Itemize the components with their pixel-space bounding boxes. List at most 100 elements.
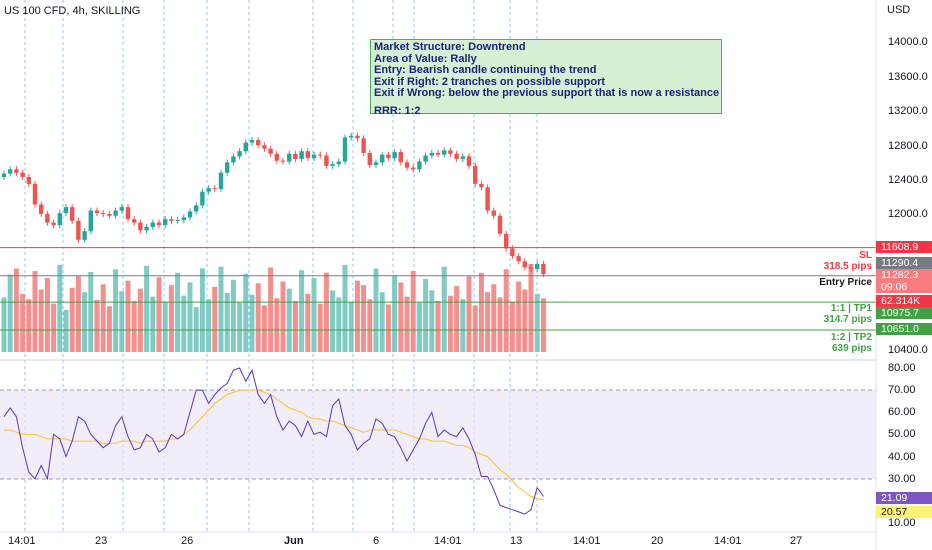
candle-body xyxy=(429,152,434,156)
candle-body xyxy=(82,231,87,240)
volume-bar xyxy=(516,281,522,352)
candle-body xyxy=(63,207,69,214)
candle-body xyxy=(113,210,118,216)
volume-bar xyxy=(119,291,125,352)
rsi-band-background xyxy=(0,390,876,479)
candle-body xyxy=(349,135,354,138)
volume-bar xyxy=(354,280,360,352)
candle-body xyxy=(101,213,106,215)
time-tick: 14:01 xyxy=(573,535,601,547)
candle-body xyxy=(516,256,521,262)
volume-bar xyxy=(187,282,193,352)
candle-body xyxy=(454,153,459,159)
volume-bar xyxy=(218,266,224,352)
volume-bar xyxy=(51,303,57,352)
candle-body xyxy=(324,155,329,166)
time-tick: 23 xyxy=(95,535,108,547)
volume-bar xyxy=(404,296,410,352)
volume-bar xyxy=(472,305,478,352)
candle-body xyxy=(138,222,143,231)
volume-bar xyxy=(317,303,323,352)
candle-body xyxy=(163,219,168,226)
volume-bar xyxy=(423,278,429,352)
candle-body xyxy=(380,154,385,163)
volume-bar xyxy=(32,271,38,352)
candle-body xyxy=(497,215,503,234)
volume-bar xyxy=(63,309,69,352)
time-tick: 20 xyxy=(651,535,664,547)
tp1-label: 1:1 | TP1 314.7 pips xyxy=(824,303,872,325)
candle-body xyxy=(107,214,112,216)
trade-plan-note[interactable]: Market Structure: Downtrend Area of Valu… xyxy=(370,39,722,117)
rsi-tick: 10.00 xyxy=(888,517,916,529)
volume-bar xyxy=(212,286,218,352)
volume-bar xyxy=(330,290,336,352)
candle-body xyxy=(45,214,50,223)
candle-body xyxy=(448,150,453,154)
volume-bar xyxy=(367,299,373,352)
time-tick: 13 xyxy=(510,535,523,547)
volume-bar xyxy=(44,278,50,352)
volume-bar xyxy=(280,281,286,352)
volume-bar xyxy=(206,299,212,352)
volume-bar xyxy=(342,264,348,352)
volume-bar xyxy=(540,298,546,352)
sl-label: SL 318.5 pips xyxy=(824,250,872,272)
candle-body xyxy=(491,210,496,216)
volume-bar xyxy=(156,277,162,352)
candle-body xyxy=(150,222,155,227)
entry-label: Entry Price xyxy=(819,277,872,288)
volume-bar xyxy=(7,274,13,352)
note-entry: Entry: Bearish candle continuing the tre… xyxy=(374,64,597,77)
candle-body xyxy=(528,267,534,270)
volume-bar xyxy=(274,298,280,352)
note-rrr: RRR: 1:2 xyxy=(374,104,421,117)
candle-body xyxy=(280,160,286,162)
candle-body xyxy=(299,151,304,159)
volume-bar xyxy=(305,293,311,352)
volume-bar xyxy=(94,300,100,352)
candle-body xyxy=(187,211,193,218)
volume-bar xyxy=(255,283,261,352)
volume-bar xyxy=(435,300,441,352)
volume-bar xyxy=(348,301,354,352)
candle-body xyxy=(8,169,13,174)
price-tick: 13600.0 xyxy=(888,71,928,83)
candle-body xyxy=(460,156,465,159)
volume-bar xyxy=(460,299,466,352)
volume-bar xyxy=(100,284,106,352)
price-tick: 12800.0 xyxy=(888,140,928,152)
symbol-title[interactable]: US 100 CFD, 4h, SKILLING xyxy=(4,5,141,17)
candle-body xyxy=(125,207,131,220)
volume-bar xyxy=(268,267,274,352)
tp2-label-text: 1:2 | TP2 xyxy=(830,332,872,343)
volume-bar xyxy=(416,302,422,352)
bar-countdown-tag: 09:06 xyxy=(876,281,932,293)
candle-body xyxy=(57,213,62,226)
rsi-ma-line xyxy=(4,389,544,501)
volume-bar xyxy=(485,292,491,352)
price-tick: 14000.0 xyxy=(888,36,928,48)
volume-bar xyxy=(230,279,236,352)
candle-body xyxy=(442,150,447,155)
candle-body xyxy=(39,204,44,214)
volume-bar xyxy=(150,296,156,352)
candle-body xyxy=(361,138,366,153)
volume-bar xyxy=(509,301,515,352)
volume-bar xyxy=(224,293,230,352)
candle-body xyxy=(94,210,100,214)
candle-body xyxy=(249,140,255,143)
volume-bar xyxy=(454,286,460,352)
volume-bar xyxy=(261,305,267,352)
volume-tag: 62.314K xyxy=(876,295,932,307)
time-tick: 6 xyxy=(373,535,380,547)
candle-body xyxy=(373,162,379,165)
candle-body xyxy=(274,153,279,161)
price-tick: 12400.0 xyxy=(888,174,928,186)
candle-body xyxy=(479,183,484,188)
candle-body xyxy=(535,263,540,270)
sl-price-tag: 11608.9 xyxy=(876,241,932,253)
candle-body xyxy=(119,207,124,211)
candle-body xyxy=(293,153,298,159)
